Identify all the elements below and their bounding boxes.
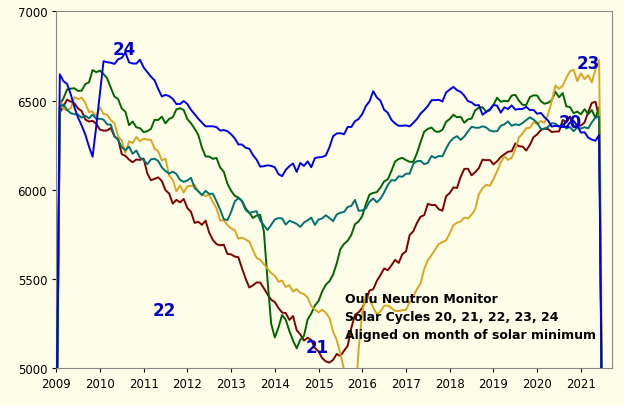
Text: 24: 24: [113, 41, 136, 59]
Text: 22: 22: [152, 301, 175, 319]
Text: 23: 23: [577, 55, 600, 73]
Text: 21: 21: [305, 339, 329, 356]
Text: Oulu Neutron Monitor
Solar Cycles 20, 21, 22, 23, 24
Aligned on month of solar m: Oulu Neutron Monitor Solar Cycles 20, 21…: [345, 292, 596, 341]
Text: 20: 20: [559, 114, 582, 132]
